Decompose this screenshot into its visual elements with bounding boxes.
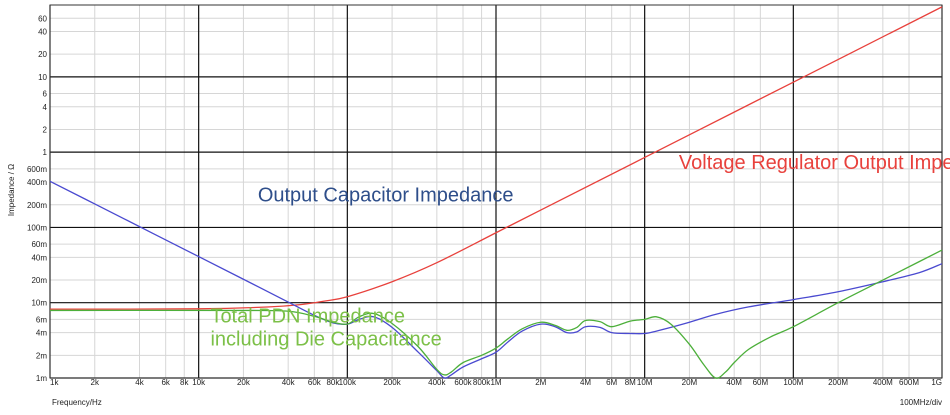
y-tick-label: 10	[38, 73, 47, 82]
x-tick-label: 10k	[192, 378, 206, 387]
y-tick-label: 4m	[36, 329, 47, 338]
x-tick-label: 60M	[753, 378, 769, 387]
x-tick-label: 200M	[828, 378, 848, 387]
x-tick-label: 4k	[135, 378, 144, 387]
x-tick-label: 600k	[454, 378, 472, 387]
x-tick-label: 20k	[237, 378, 251, 387]
y-tick-labels: 2m 4m 6m 20m 40m 60m 200m 400m 600m 2 4 6 20 40 60 1m 10…	[27, 14, 48, 383]
x-tick-labels: 2k 4k 6k 8k 20k 40k 60k 80k 200k 400k 600k 800k 2M 4M…	[50, 378, 942, 387]
x-scale-note: 100MHz/div	[900, 398, 942, 407]
y-tick-label: 60	[38, 14, 47, 23]
series-voltage-regulator-line	[49, 6, 943, 310]
y-tick-label: 20m	[31, 276, 47, 285]
x-axis-label: Frequency/Hz	[52, 398, 102, 407]
y-tick-label: 600m	[27, 165, 47, 174]
y-tick-label: 6	[43, 90, 48, 99]
y-tick-label: 6m	[36, 315, 47, 324]
annotation-die-capacitance: including Die Capacitance	[210, 329, 441, 351]
y-tick-label: 10m	[31, 299, 47, 308]
y-tick-label: 2m	[36, 351, 47, 360]
x-tick-label: 1k	[50, 378, 59, 387]
x-tick-label: 2M	[535, 378, 546, 387]
y-tick-label: 40m	[31, 253, 47, 262]
y-tick-label: 200m	[27, 201, 47, 210]
x-tick-label: 8k	[180, 378, 189, 387]
x-tick-label: 40M	[726, 378, 742, 387]
x-tick-label: 200k	[383, 378, 401, 387]
x-tick-label: 100k	[339, 378, 357, 387]
annotation-total-pdn: Total PDN Impedance	[210, 305, 405, 327]
x-tick-label: 400M	[873, 378, 893, 387]
series-total-pdn-line	[49, 249, 943, 379]
y-tick-label: 2	[43, 125, 48, 134]
y-tick-label: 60m	[31, 240, 47, 249]
y-axis-label: Impedance / Ω	[7, 164, 16, 216]
y-tick-label: 40	[38, 28, 47, 37]
series-layer	[49, 6, 943, 379]
x-tick-label: 100M	[783, 378, 803, 387]
x-tick-label: 400k	[428, 378, 446, 387]
x-tick-label: 1M	[490, 378, 501, 387]
x-tick-label: 2k	[91, 378, 100, 387]
x-tick-label: 40k	[282, 378, 296, 387]
x-tick-label: 4M	[580, 378, 591, 387]
annotation-output-capacitor: Output Capacitor Impedance	[258, 185, 514, 207]
x-tick-label: 8M	[625, 378, 636, 387]
y-tick-label: 1	[43, 148, 48, 157]
y-tick-label: 400m	[27, 178, 47, 187]
x-tick-label: 10M	[637, 378, 653, 387]
plot-border	[49, 4, 943, 379]
annotations: Voltage Regulator Output Impedance Output…	[210, 152, 950, 351]
x-tick-label: 800k	[473, 378, 491, 387]
y-tick-label: 100m	[27, 223, 47, 232]
x-tick-label: 20M	[682, 378, 698, 387]
x-tick-label: 600M	[899, 378, 919, 387]
annotation-voltage-regulator: Voltage Regulator Output Impedance	[679, 152, 950, 174]
x-tick-label: 6M	[606, 378, 617, 387]
y-tick-label: 4	[43, 103, 48, 112]
y-tick-label: 1m	[36, 374, 47, 383]
y-tick-label: 20	[38, 50, 47, 59]
x-tick-label: 60k	[308, 378, 322, 387]
x-tick-label: 80k	[326, 378, 340, 387]
x-tick-label: 6k	[161, 378, 170, 387]
x-tick-label: 1G	[931, 378, 942, 387]
